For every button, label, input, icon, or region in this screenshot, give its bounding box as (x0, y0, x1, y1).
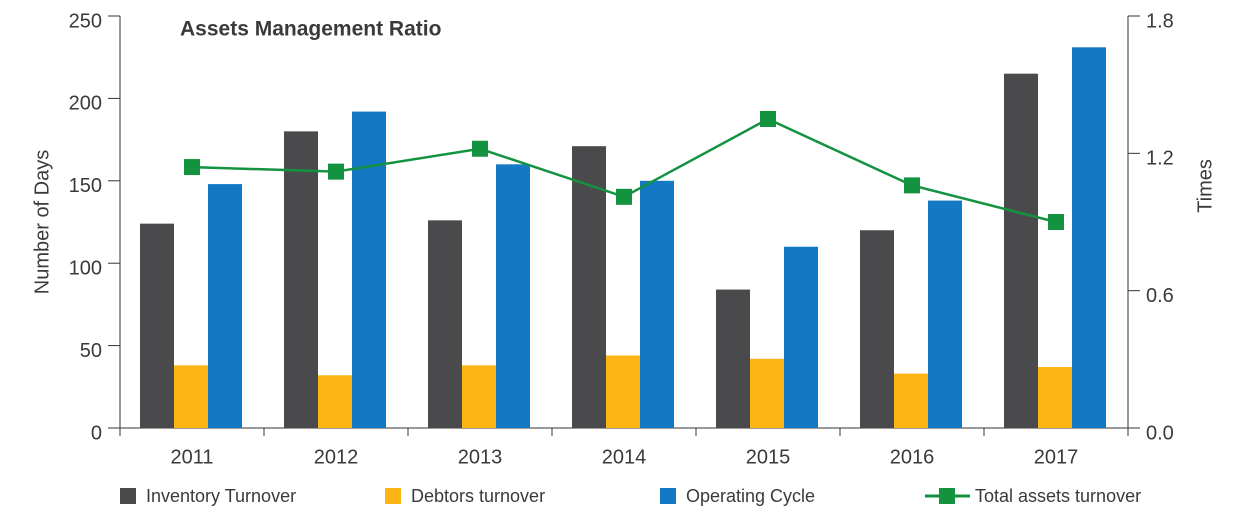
legend-marker (939, 488, 955, 504)
x-tick-label: 2017 (1034, 446, 1079, 468)
bar (496, 164, 530, 428)
bar (462, 365, 496, 428)
line-marker (760, 111, 776, 127)
bar (606, 355, 640, 428)
bar (928, 200, 962, 428)
x-tick-label: 2014 (602, 446, 647, 468)
bar (318, 375, 352, 428)
y2-tick-label: 1.8 (1146, 10, 1174, 32)
y-tick-label: 250 (69, 10, 102, 32)
y2-axis-label: Times (1194, 159, 1216, 213)
bar (640, 180, 674, 428)
legend-label: Operating Cycle (686, 486, 815, 506)
bar (428, 220, 462, 428)
x-tick-label: 2016 (890, 446, 935, 468)
y-tick-label: 200 (69, 93, 102, 115)
chart-title: Assets Management Ratio (180, 18, 441, 41)
legend-swatch (660, 488, 676, 504)
legend-label: Total assets turnover (975, 486, 1141, 506)
legend-label: Debtors turnover (411, 486, 545, 506)
y2-tick-label: 0.6 (1146, 285, 1174, 307)
x-tick-label: 2015 (746, 446, 791, 468)
y-tick-label: 100 (69, 257, 102, 279)
x-tick-label: 2013 (458, 446, 503, 468)
bar (572, 146, 606, 428)
y2-tick-label: 1.2 (1146, 148, 1174, 170)
x-tick-label: 2012 (314, 446, 359, 468)
bar (174, 365, 208, 428)
bar (860, 230, 894, 428)
y2-tick-label: 0.0 (1146, 422, 1174, 444)
y-tick-label: 0 (91, 422, 102, 444)
line-marker (616, 188, 632, 205)
bar (1004, 73, 1038, 429)
y-tick-label: 50 (80, 340, 102, 362)
bar (1072, 47, 1106, 428)
legend-swatch (120, 488, 136, 504)
bar (1038, 367, 1072, 428)
bar (716, 289, 750, 428)
x-tick-label: 2011 (170, 446, 213, 468)
bar (284, 131, 318, 429)
line-marker (1048, 214, 1064, 230)
line-marker (472, 140, 488, 157)
y-axis-label: Number of Days (31, 150, 53, 295)
line-marker (904, 177, 920, 194)
bar (750, 358, 784, 428)
y-tick-label: 150 (69, 175, 102, 197)
line (191, 117, 1057, 224)
bar (894, 373, 928, 428)
bar (208, 184, 242, 428)
line-marker (328, 163, 344, 180)
legend-label: Inventory Turnover (146, 486, 296, 506)
bar (784, 246, 818, 428)
legend-swatch (385, 488, 401, 504)
line-marker (184, 159, 200, 176)
bar (352, 111, 386, 429)
bar (140, 223, 174, 428)
